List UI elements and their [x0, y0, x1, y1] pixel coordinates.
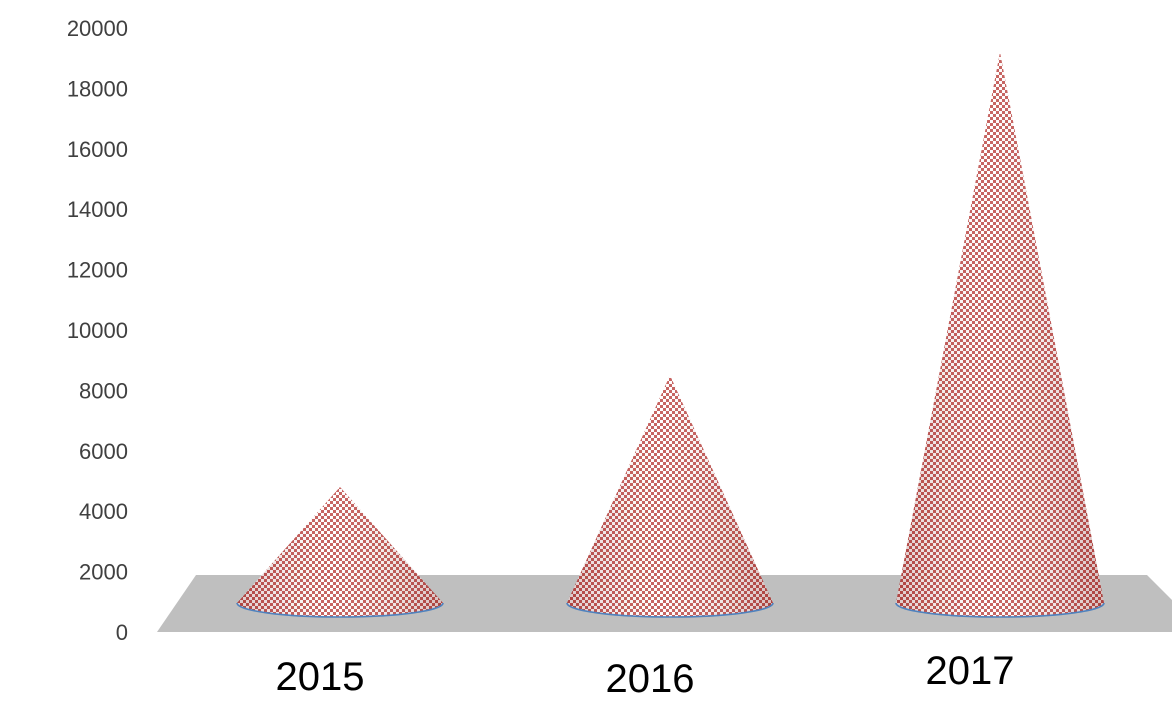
cone-base-rim	[566, 602, 774, 618]
y-tick-label: 2000	[79, 560, 128, 585]
y-tick-label: 18000	[67, 76, 128, 101]
cone-base-rim	[895, 602, 1105, 618]
x-tick-label: 2017	[926, 649, 1015, 693]
y-tick-label: 12000	[67, 258, 128, 283]
y-tick-label: 14000	[67, 197, 128, 222]
y-tick-label: 0	[116, 620, 128, 645]
x-axis: 2015 2016 2017	[276, 649, 1015, 701]
x-tick-label: 2016	[606, 657, 695, 701]
cone-bar-2015	[236, 487, 444, 618]
cone-bar-2016	[566, 375, 774, 618]
y-tick-label: 6000	[79, 439, 128, 464]
x-tick-label: 2015	[276, 655, 365, 699]
y-tick-label: 20000	[67, 16, 128, 41]
y-tick-label: 8000	[79, 378, 128, 403]
cone-shading	[896, 52, 1104, 618]
cone-shading	[567, 375, 773, 617]
cone-bar-2017	[895, 52, 1105, 618]
plot-area	[236, 52, 1105, 618]
y-tick-label: 4000	[79, 499, 128, 524]
y-axis: 0 2000 4000 6000 8000 10000 12000 14000 16000 180…	[67, 16, 128, 645]
y-tick-label: 10000	[67, 318, 128, 343]
cone-base-rim	[236, 602, 444, 618]
y-tick-label: 16000	[67, 137, 128, 162]
cone-shading	[237, 487, 443, 617]
